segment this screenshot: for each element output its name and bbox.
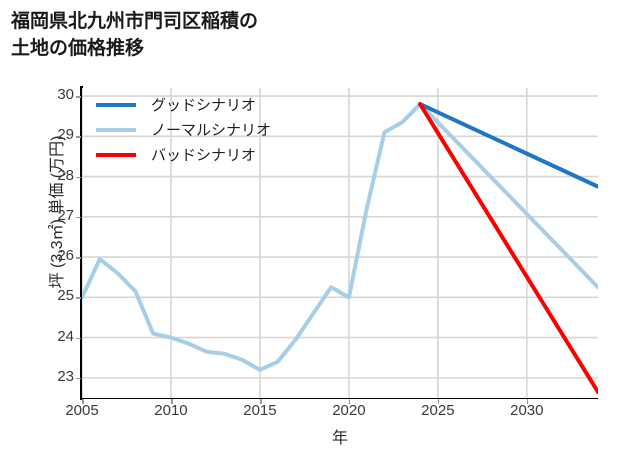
x-tick-label: 2030 (510, 402, 544, 419)
y-tick-mark (76, 176, 81, 179)
x-tick-label: 2005 (65, 402, 99, 419)
x-tick-label: 2025 (421, 402, 455, 419)
y-tick-label: 28 (57, 166, 74, 184)
x-tick-mark (437, 399, 440, 404)
y-tick-label: 24 (57, 327, 74, 345)
legend: グッドシナリオ ノーマルシナリオ バッドシナリオ (96, 92, 316, 167)
y-tick-mark (76, 96, 81, 98)
legend-swatch-bad-scenario (96, 152, 136, 157)
data-lines (82, 102, 598, 394)
y-tick-mark (76, 337, 81, 340)
series-line-bad (418, 102, 598, 394)
x-tick-label: 2015 (243, 402, 277, 419)
y-tick-label: 25 (57, 287, 74, 305)
legend-label: バッドシナリオ (151, 147, 257, 164)
y-tick-label: 30 (57, 86, 74, 104)
y-tick-label: 27 (57, 206, 74, 224)
y-tick-mark (76, 377, 81, 380)
x-tick-mark (259, 399, 262, 404)
x-tick-mark (348, 399, 351, 404)
series-line-normal (82, 102, 598, 372)
y-tick-mark (76, 216, 81, 219)
legend-label: ノーマルシナリオ (151, 122, 272, 139)
plot-area (82, 88, 598, 398)
legend-swatch-good-scenario (96, 102, 136, 107)
page-title: 福岡県北九州市門司区稲積の 土地の価格推移 (11, 11, 259, 59)
x-tick-mark (526, 399, 529, 404)
legend-item-bad-scenario[interactable]: バッドシナリオ (96, 142, 316, 167)
x-axis-label: 年 (331, 430, 348, 447)
legend-item-normal-scenario[interactable]: ノーマルシナリオ (96, 117, 316, 142)
y-tick-mark (76, 136, 81, 138)
x-tick-mark (170, 399, 173, 404)
series-line-good (418, 102, 598, 189)
legend-swatch-normal-scenario (96, 127, 136, 132)
gridlines (82, 88, 598, 398)
x-tick-mark (82, 399, 84, 404)
y-tick-label: 29 (57, 126, 74, 144)
x-tick-label: 2010 (154, 402, 188, 419)
y-tick-mark (76, 257, 81, 259)
y-tick-label: 23 (57, 367, 74, 385)
legend-label: グッドシナリオ (151, 97, 257, 114)
y-tick-label: 26 (57, 247, 74, 265)
y-tick-mark (76, 297, 81, 299)
x-tick-label: 2020 (332, 402, 366, 419)
legend-item-good-scenario[interactable]: グッドシナリオ (96, 92, 316, 117)
